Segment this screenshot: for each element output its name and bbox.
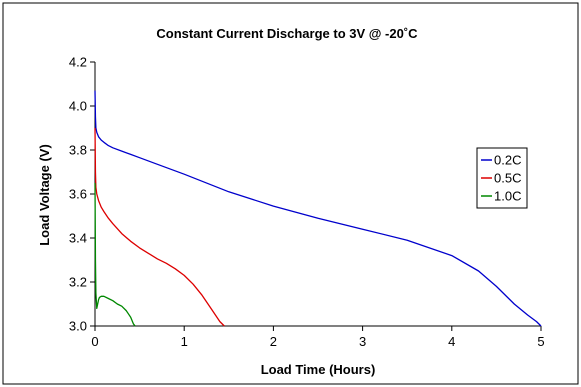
x-tick-label: 4 (448, 334, 455, 349)
x-axis-label: Load Time (Hours) (261, 362, 376, 377)
legend: 0.2C 0.5C 1.0C (476, 147, 528, 209)
legend-label: 0.5C (494, 171, 521, 186)
y-tick-label: 3.8 (69, 143, 87, 158)
x-tick-label: 0 (91, 334, 98, 349)
chart-title: Constant Current Discharge to 3V @ -20˚C (156, 26, 418, 41)
series-line-0.5C (94, 127, 225, 327)
x-tick-label: 2 (270, 334, 277, 349)
series-line-1.0C (94, 182, 136, 327)
legend-label: 0.2C (494, 153, 521, 168)
legend-label: 1.0C (494, 189, 521, 204)
x-tick-label: 1 (181, 334, 188, 349)
x-tick-label: 5 (537, 334, 544, 349)
series-line-0.2C (94, 90, 542, 327)
y-tick-label: 4.0 (69, 99, 87, 114)
y-tick-label: 4.2 (69, 55, 87, 70)
x-tick-label: 3 (359, 334, 366, 349)
y-axis-label: Load Voltage (V) (37, 144, 52, 246)
y-tick-label: 3.6 (69, 187, 87, 202)
y-tick-label: 3.2 (69, 275, 87, 290)
y-tick-label: 3.0 (69, 319, 87, 334)
y-tick-label: 3.4 (69, 231, 87, 246)
plot-area: 3.0 3.2 3.4 3.6 3.8 4.0 4.2 0 1 2 3 4 5 (69, 55, 545, 350)
